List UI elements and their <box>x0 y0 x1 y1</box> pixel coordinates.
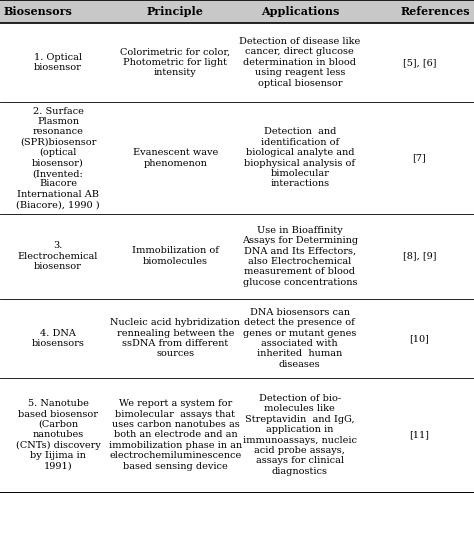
Bar <box>0 0 474 23</box>
Text: We report a system for
bimolecular  assays that
uses carbon nanotubes as
both an: We report a system for bimolecular assay… <box>109 400 242 470</box>
Text: [5], [6]: [5], [6] <box>403 58 436 67</box>
Text: [11]: [11] <box>410 431 429 439</box>
Text: [10]: [10] <box>410 334 429 343</box>
Text: 2. Surface
Plasmon
resonance
(SPR)biosensor
(optical
biosensor)
(Invented:
Biaco: 2. Surface Plasmon resonance (SPR)biosen… <box>16 106 100 209</box>
Text: Nucleic acid hybridization
rennealing between the
ssDNA from different
sources: Nucleic acid hybridization rennealing be… <box>110 318 240 358</box>
Text: 4. DNA
biosensors: 4. DNA biosensors <box>32 329 84 348</box>
Text: Immobilization of
biomolecules: Immobilization of biomolecules <box>132 246 219 266</box>
Text: References: References <box>401 6 470 17</box>
Text: Detection  and
identification of
biological analyte and
biophysical analysis of
: Detection and identification of biologic… <box>244 127 356 188</box>
Text: [7]: [7] <box>412 154 427 162</box>
Text: 3.
Electrochemical
biosensor: 3. Electrochemical biosensor <box>18 241 98 271</box>
Text: 5. Nanotube
based biosensor
(Carbon
nanotubes
(CNTs) discovery
by Iijima in
1991: 5. Nanotube based biosensor (Carbon nano… <box>16 399 100 471</box>
Text: Evanescent wave
phenomenon: Evanescent wave phenomenon <box>133 148 218 168</box>
Text: [8], [9]: [8], [9] <box>403 252 436 260</box>
Text: Detection of bio-
molecules like
Streptavidin  and IgG,
application in
immunoass: Detection of bio- molecules like Strepta… <box>243 394 357 476</box>
Text: DNA biosensors can
detect the presence of
genes or mutant genes
associated with
: DNA biosensors can detect the presence o… <box>243 308 356 369</box>
Text: Applications: Applications <box>261 6 339 17</box>
Text: Detection of disease like
cancer, direct glucose
determination in blood
using re: Detection of disease like cancer, direct… <box>239 37 360 88</box>
Text: 1. Optical
biosensor: 1. Optical biosensor <box>34 53 82 72</box>
Text: Use in Bioaffinity
Assays for Determining
DNA and Its Effectors,
also Electroche: Use in Bioaffinity Assays for Determinin… <box>242 226 358 287</box>
Text: Biosensors: Biosensors <box>4 6 73 17</box>
Text: Colorimetric for color,
Photometric for light
intensity: Colorimetric for color, Photometric for … <box>120 47 230 77</box>
Text: Principle: Principle <box>147 6 204 17</box>
